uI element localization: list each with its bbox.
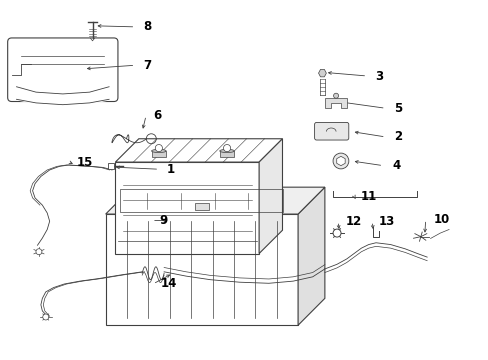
Text: 4: 4 bbox=[391, 159, 400, 172]
Ellipse shape bbox=[219, 149, 234, 153]
Polygon shape bbox=[336, 156, 345, 166]
Polygon shape bbox=[105, 214, 298, 325]
Polygon shape bbox=[115, 162, 259, 253]
Circle shape bbox=[223, 144, 230, 152]
Text: 10: 10 bbox=[433, 213, 449, 226]
Bar bbox=[151, 151, 166, 157]
Text: 9: 9 bbox=[160, 214, 168, 227]
Circle shape bbox=[333, 93, 338, 98]
Bar bbox=[194, 203, 209, 211]
Text: 6: 6 bbox=[153, 109, 162, 122]
Polygon shape bbox=[105, 187, 324, 214]
Text: 8: 8 bbox=[143, 21, 152, 33]
Bar bbox=[108, 163, 114, 168]
Text: 2: 2 bbox=[394, 130, 402, 144]
Polygon shape bbox=[298, 187, 324, 325]
Circle shape bbox=[332, 153, 348, 169]
Text: 7: 7 bbox=[143, 59, 151, 72]
Text: 1: 1 bbox=[166, 163, 174, 176]
FancyBboxPatch shape bbox=[8, 38, 118, 102]
Text: 3: 3 bbox=[374, 69, 383, 82]
Text: 13: 13 bbox=[378, 215, 394, 228]
Text: 12: 12 bbox=[345, 215, 361, 228]
Polygon shape bbox=[318, 69, 325, 77]
Polygon shape bbox=[259, 139, 282, 253]
Text: 5: 5 bbox=[394, 102, 402, 115]
Polygon shape bbox=[325, 98, 346, 108]
Polygon shape bbox=[115, 139, 282, 162]
Ellipse shape bbox=[151, 149, 166, 153]
Text: 15: 15 bbox=[77, 156, 93, 169]
Circle shape bbox=[42, 314, 49, 320]
FancyBboxPatch shape bbox=[314, 122, 348, 140]
Text: 14: 14 bbox=[161, 278, 177, 291]
Circle shape bbox=[155, 144, 162, 152]
Text: 11: 11 bbox=[360, 190, 376, 203]
Circle shape bbox=[332, 229, 340, 237]
Bar bbox=[219, 151, 234, 157]
Circle shape bbox=[36, 249, 42, 255]
